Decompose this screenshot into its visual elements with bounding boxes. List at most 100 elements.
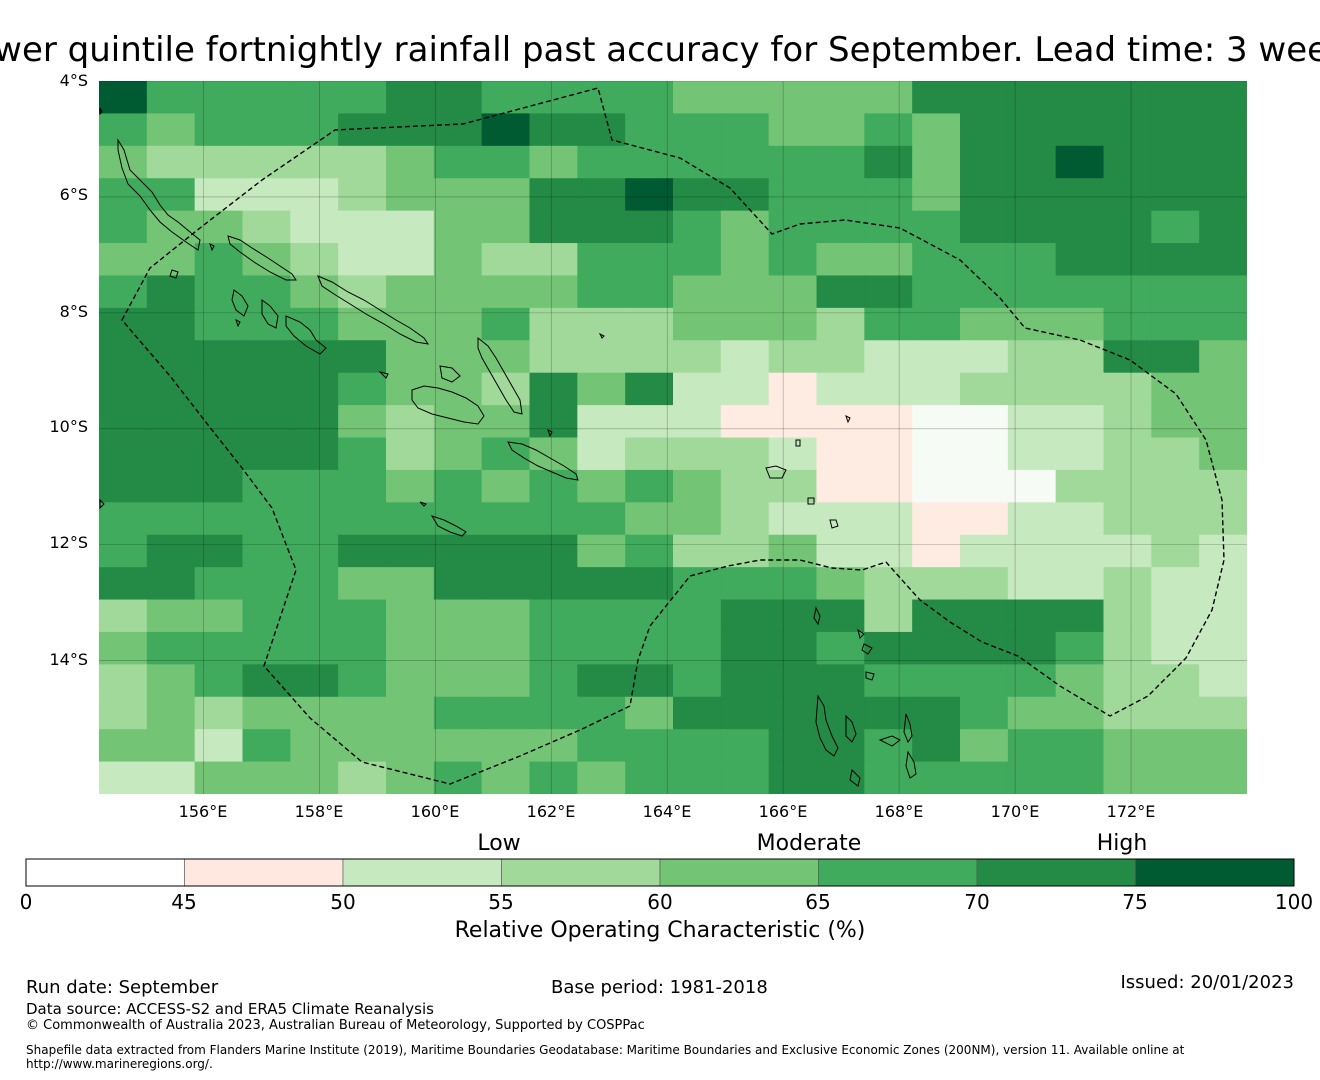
grid-cell [338, 567, 387, 601]
grid-cell [433, 567, 483, 601]
coastline-guadalcanal [411, 385, 485, 425]
grid-cell [673, 178, 722, 212]
lon-label-168e: 168°E [874, 802, 924, 821]
grid-cell [529, 469, 578, 503]
grid-cell [1007, 437, 1057, 471]
grid-cell [912, 243, 961, 277]
grid-cell [720, 696, 770, 730]
grid-cell [960, 729, 1009, 763]
grid-cell [242, 178, 291, 212]
grid-cell [481, 372, 531, 406]
colorbar-segment-75-100 [1135, 858, 1295, 887]
grid-cell [529, 81, 578, 115]
grid-cell [625, 243, 674, 277]
grid-cell [1199, 405, 1247, 439]
grid-cell [1103, 340, 1152, 374]
grid-cell [194, 113, 244, 147]
grid-cell [864, 81, 913, 115]
grid-cell [146, 631, 196, 665]
grid-cell [338, 210, 387, 244]
grid-cell [864, 664, 913, 698]
grid-cell [481, 81, 531, 115]
grid-cell [1055, 145, 1105, 179]
colorbar-tick-75: 75 [1122, 890, 1148, 914]
grid-cell [529, 340, 578, 374]
grid-cell [720, 145, 770, 179]
grid-cell [99, 210, 148, 244]
grid-cell [99, 145, 148, 179]
grid-cell [433, 631, 483, 665]
grid-cell [99, 534, 148, 568]
grid-cell [338, 729, 387, 763]
grid-cell [864, 372, 913, 406]
grid-cell [960, 113, 1009, 147]
grid-cell [625, 502, 674, 536]
lon-label-160e: 160°E [410, 802, 460, 821]
grid-cell [290, 469, 339, 503]
grid-cell [768, 664, 818, 698]
grid-cell [577, 275, 626, 309]
grid-cell [386, 372, 435, 406]
grid-cell [242, 469, 291, 503]
grid-cell [529, 307, 578, 341]
grid-cell [99, 664, 148, 698]
grid-cell [912, 599, 961, 633]
grid-cell [194, 664, 244, 698]
grid-cell [1151, 664, 1200, 698]
grid-cell [242, 599, 291, 633]
grid-cell [577, 729, 626, 763]
grid-cell [529, 210, 578, 244]
grid-cell [577, 469, 626, 503]
colorbar-tick-65: 65 [805, 890, 831, 914]
grid-cell [290, 631, 339, 665]
legend-high-label: High [1096, 831, 1148, 856]
grid-cell [481, 178, 531, 212]
grid-cell [194, 534, 244, 568]
grid-cell [864, 534, 913, 568]
grid-cell [194, 307, 244, 341]
grid-cell [338, 469, 387, 503]
coastline-santa-isabel [317, 275, 430, 345]
grid-cell [864, 178, 913, 212]
grid-cell [1151, 567, 1200, 601]
grid-cell [386, 113, 435, 147]
grid-cell [720, 664, 770, 698]
colorbar-segment-50-55 [342, 858, 502, 887]
grid-cell [1103, 243, 1152, 277]
grid-cell [481, 469, 531, 503]
lat-label-8s: 8°S [59, 302, 88, 321]
grid-cell [338, 178, 387, 212]
grid-cell [768, 729, 818, 763]
grid-cell [1103, 469, 1152, 503]
grid-cell [386, 437, 435, 471]
grid-cell [386, 243, 435, 277]
grid-cell [386, 340, 435, 374]
grid-cell [960, 340, 1009, 374]
colorbar-tick-0: 0 [19, 890, 33, 914]
coastline-choiseul [227, 235, 297, 281]
grid-cell [1055, 340, 1105, 374]
grid-cell [673, 437, 722, 471]
grid-cell [768, 696, 818, 730]
grid-cell [768, 631, 818, 665]
lat-label-10s: 10°S [49, 417, 88, 436]
grid-cell [673, 307, 722, 341]
grid-cell [673, 113, 722, 147]
grid-cell [481, 145, 531, 179]
grid-cell [1199, 275, 1247, 309]
grid-cell [768, 469, 818, 503]
grid-cell [1055, 664, 1105, 698]
grid-cell [433, 437, 483, 471]
grid-cell [386, 275, 435, 309]
grid-cell [720, 340, 770, 374]
grid-cell [1055, 243, 1105, 277]
grid-cell [99, 469, 148, 503]
colorbar-segment-65-70 [818, 858, 978, 887]
grid-cell [290, 534, 339, 568]
grid-cell [481, 664, 531, 698]
grid-cell [1007, 210, 1057, 244]
grid-cell [481, 729, 531, 763]
grid-cell [386, 729, 435, 763]
grid-cell [960, 372, 1009, 406]
grid-cell [960, 145, 1009, 179]
